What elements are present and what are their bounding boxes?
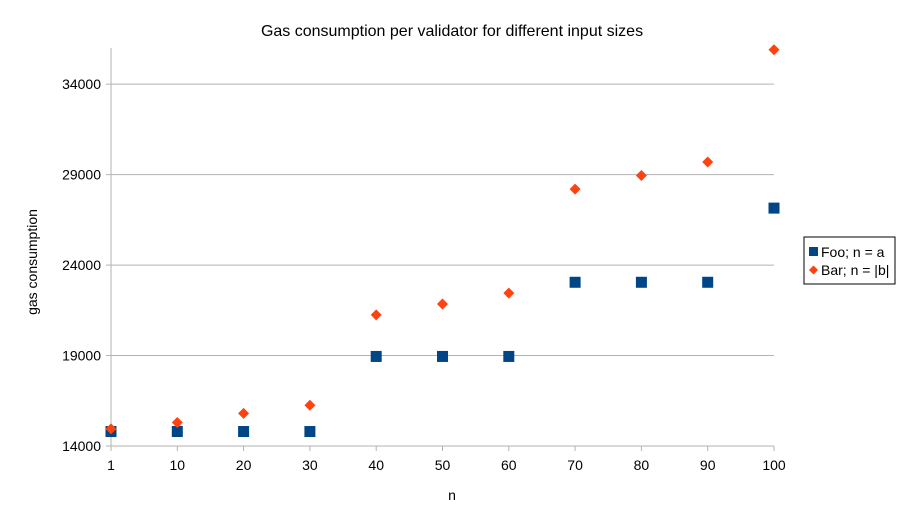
y-tick-label: 24000 <box>62 257 101 273</box>
x-tick-label: 80 <box>634 457 650 473</box>
data-point-series-2 <box>370 309 382 321</box>
y-axis-ticks: 14000 19000 24000 29000 34000 <box>62 76 111 454</box>
data-point-series-1 <box>503 350 515 362</box>
x-axis-label: n <box>448 487 456 503</box>
x-tick-label: 30 <box>302 457 318 473</box>
data-point-series-2 <box>768 44 780 56</box>
y-axis-label: gas consumption <box>24 209 40 315</box>
data-point-series-1 <box>370 350 382 362</box>
legend-label-series-1: Foo; n = a <box>821 244 885 260</box>
data-point-series-2 <box>569 183 581 195</box>
x-tick-label: 50 <box>435 457 451 473</box>
data-point-series-2 <box>437 298 448 310</box>
y-tick-label: 34000 <box>62 76 101 92</box>
data-point-series-1 <box>768 202 780 214</box>
x-tick-label: 1 <box>107 457 115 473</box>
data-point-series-2 <box>702 156 714 168</box>
data-point-series-2 <box>105 423 117 435</box>
legend: Foo; n = a Bar; n = |b| <box>803 236 896 285</box>
x-tick-label: 10 <box>170 457 186 473</box>
legend-box <box>803 236 896 285</box>
data-point-series-1 <box>171 426 183 438</box>
x-tick-label: 70 <box>567 457 583 473</box>
y-tick-label: 19000 <box>62 348 101 364</box>
data-point-series-1 <box>437 350 448 362</box>
y-tick-label: 29000 <box>62 167 101 183</box>
data-point-series-2 <box>635 170 647 182</box>
data-point-series-2 <box>171 416 183 428</box>
y-tick-label: 14000 <box>62 438 101 454</box>
data-point-series-2 <box>304 399 316 411</box>
x-tick-label: 40 <box>368 457 384 473</box>
x-tick-label: 100 <box>762 457 786 473</box>
x-tick-label: 20 <box>236 457 252 473</box>
grid-lines <box>111 83 774 357</box>
data-point-series-1 <box>569 276 581 288</box>
legend-label-series-2: Bar; n = |b| <box>821 262 889 278</box>
data-point-series-1 <box>304 426 316 438</box>
data-point-series-1 <box>238 426 250 438</box>
x-tick-label: 90 <box>700 457 716 473</box>
data-point-series-1 <box>702 276 714 288</box>
data-point-series-2 <box>238 407 250 419</box>
data-point-series-2 <box>503 287 515 299</box>
data-point-series-1 <box>635 276 647 288</box>
legend-marker-square <box>809 247 818 256</box>
x-axis-ticks: 1 10 20 30 40 50 60 70 80 90 100 <box>107 446 786 473</box>
x-tick-label: 60 <box>501 457 517 473</box>
data-points <box>105 44 780 438</box>
chart-title: Gas consumption per validator for differ… <box>261 23 643 40</box>
axes <box>110 48 774 447</box>
legend-marker-diamond <box>809 265 818 275</box>
